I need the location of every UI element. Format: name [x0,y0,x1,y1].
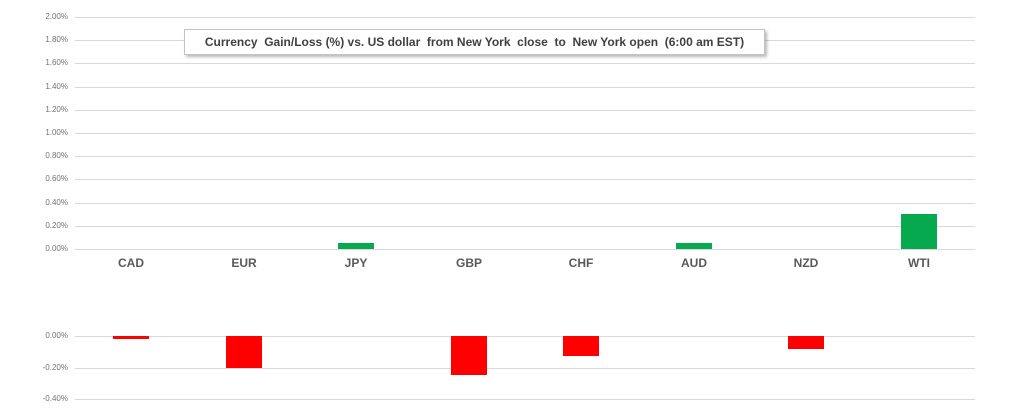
y-tick-label-upper: 1.20% [45,105,68,114]
gridline-upper [75,133,975,134]
x-category-label-eur: EUR [231,256,257,270]
y-tick-label-upper: 0.20% [45,221,68,230]
y-tick-label-upper: 0.00% [45,244,68,253]
gridline-upper [75,249,975,250]
bar-wti [901,214,937,249]
y-tick-label-lower: 0.00% [45,331,68,340]
y-tick-label-upper: 2.00% [45,12,68,21]
bar-aud [676,243,712,249]
y-tick-label-lower: -0.40% [42,394,68,403]
y-tick-label-upper: 0.40% [45,198,68,207]
y-tick-label-upper: 1.00% [45,128,68,137]
bar-chf [563,336,599,356]
y-tick-label-upper: 1.40% [45,82,68,91]
gridline-lower [75,368,975,369]
bar-gbp [451,336,487,375]
x-category-label-aud: AUD [681,256,707,270]
gridline-upper [75,87,975,88]
gridline-upper [75,17,975,18]
y-tick-label-upper: 1.80% [45,35,68,44]
gridline-upper [75,203,975,204]
gridline-upper [75,110,975,111]
gridline-upper [75,156,975,157]
chart-title-text: Currency Gain/Loss (%) vs. US dollar fro… [204,35,745,49]
x-category-label-nzd: NZD [793,256,819,270]
y-tick-label-lower: -0.20% [42,363,68,372]
x-category-label-gbp: GBP [455,256,482,270]
bar-cad [113,336,149,339]
x-category-label-chf: CHF [568,256,594,270]
gridline-lower [75,336,975,337]
bar-eur [226,336,262,368]
gridline-upper [75,226,975,227]
chart-title: Currency Gain/Loss (%) vs. US dollar fro… [184,29,765,55]
gridline-upper [75,179,975,180]
x-category-label-wti: WTI [908,256,930,270]
x-category-label-jpy: JPY [344,256,368,270]
y-tick-label-upper: 1.60% [45,58,68,67]
bar-jpy [338,243,374,249]
gridline-upper [75,63,975,64]
y-tick-label-upper: 0.60% [45,174,68,183]
x-category-label-cad: CAD [118,256,144,270]
y-tick-label-upper: 0.80% [45,151,68,160]
bar-nzd [788,336,824,349]
gridline-lower [75,399,975,400]
